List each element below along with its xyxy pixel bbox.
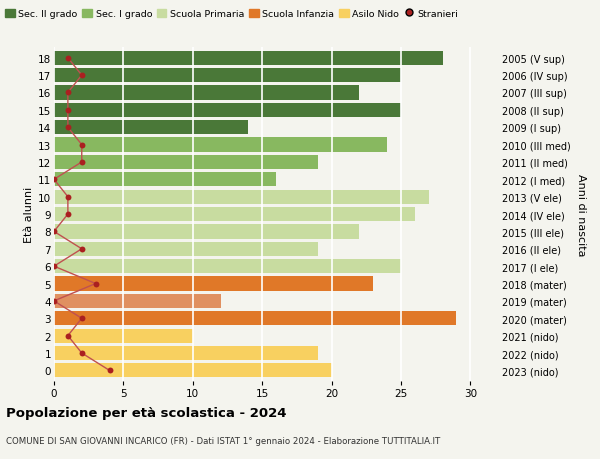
Y-axis label: Anni di nascita: Anni di nascita: [577, 174, 586, 256]
Point: [77, 350, 86, 357]
Bar: [54, 329, 193, 343]
Bar: [54, 51, 443, 66]
Bar: [54, 190, 428, 204]
Bar: [54, 138, 387, 152]
Point: [63, 90, 73, 97]
Point: [63, 332, 73, 340]
Point: [49, 297, 59, 305]
Bar: [54, 69, 401, 83]
Bar: [54, 364, 331, 378]
Bar: [54, 346, 317, 360]
Bar: [54, 259, 401, 274]
Point: [49, 176, 59, 184]
Point: [63, 55, 73, 62]
Text: COMUNE DI SAN GIOVANNI INCARICO (FR) - Dati ISTAT 1° gennaio 2024 - Elaborazione: COMUNE DI SAN GIOVANNI INCARICO (FR) - D…: [6, 436, 440, 445]
Bar: [54, 156, 317, 170]
Point: [63, 194, 73, 201]
Point: [49, 263, 59, 270]
Bar: [54, 173, 276, 187]
Bar: [54, 242, 317, 257]
Point: [77, 141, 86, 149]
Bar: [54, 294, 221, 308]
Point: [63, 107, 73, 114]
Point: [105, 367, 115, 374]
Point: [63, 124, 73, 132]
Point: [91, 280, 100, 288]
Point: [77, 72, 86, 79]
Text: Popolazione per età scolastica - 2024: Popolazione per età scolastica - 2024: [6, 406, 287, 419]
Bar: [54, 86, 359, 101]
Bar: [54, 103, 401, 118]
Bar: [54, 312, 457, 326]
Bar: [54, 207, 415, 222]
Point: [49, 228, 59, 235]
Y-axis label: Età alunni: Età alunni: [24, 186, 34, 243]
Bar: [54, 277, 373, 291]
Bar: [54, 121, 248, 135]
Bar: [54, 225, 359, 239]
Legend: Sec. II grado, Sec. I grado, Scuola Primaria, Scuola Infanzia, Asilo Nido, Stran: Sec. II grado, Sec. I grado, Scuola Prim…: [5, 10, 458, 19]
Point: [63, 211, 73, 218]
Point: [77, 246, 86, 253]
Point: [77, 159, 86, 166]
Point: [77, 315, 86, 322]
